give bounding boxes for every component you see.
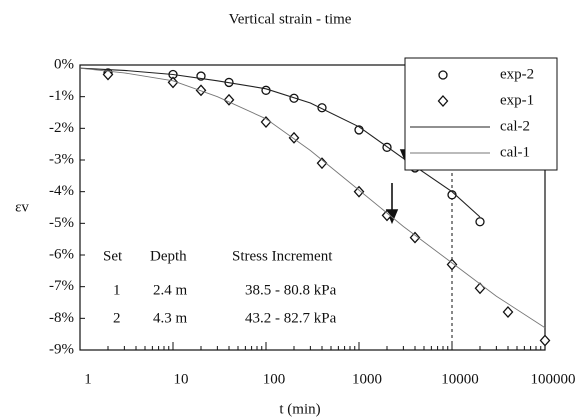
- line-series: [79, 67, 481, 218]
- marker-diamond: [409, 231, 421, 244]
- x-tick-label: 10000: [441, 371, 479, 387]
- marker-circle: [438, 70, 448, 80]
- marker-diamond: [223, 93, 235, 106]
- legend-label: cal-1: [500, 144, 530, 160]
- legend-label: cal-2: [500, 118, 530, 134]
- marker-diamond: [502, 306, 514, 318]
- marker-diamond: [353, 185, 365, 198]
- x-axis-label: t (min): [279, 401, 320, 417]
- legend-label: exp-2: [500, 66, 534, 82]
- legend-box: [404, 57, 558, 171]
- y-tick-label: -7%: [49, 278, 74, 294]
- marker-diamond: [381, 209, 393, 222]
- marker-diamond: [446, 258, 458, 271]
- x-tick-label: 10: [174, 371, 189, 387]
- x-tick-label: 1000: [352, 371, 382, 387]
- y-tick-label: -8%: [49, 310, 74, 326]
- y-tick-label: -3%: [49, 151, 74, 167]
- marker-diamond: [102, 68, 114, 81]
- marker-circle: [261, 85, 271, 95]
- legend-label: exp-1: [500, 92, 534, 108]
- y-axis-label: εv: [15, 199, 29, 215]
- marker-diamond: [539, 334, 551, 347]
- x-tick-label: 100000: [531, 371, 575, 387]
- table-header: Depth: [150, 248, 187, 264]
- y-tick-label: -9%: [49, 341, 74, 357]
- y-tick-label: 0%: [54, 56, 74, 72]
- chart-title: Vertical strain - time: [229, 11, 352, 27]
- line-series: [79, 67, 546, 329]
- y-tick-label: -6%: [49, 246, 74, 262]
- marker-diamond: [167, 76, 179, 89]
- table-cell: 2: [113, 310, 121, 326]
- y-tick-label: -2%: [49, 120, 74, 136]
- marker-diamond: [316, 157, 328, 170]
- marker-circle: [475, 217, 485, 227]
- marker-diamond: [437, 95, 449, 107]
- x-tick-label: 1: [84, 371, 92, 387]
- plot-frame: [79, 64, 546, 351]
- y-tick-label: -1%: [49, 88, 74, 104]
- table-cell: 2.4 m: [153, 282, 188, 298]
- y-tick-label: -5%: [49, 215, 74, 231]
- table-cell: 4.3 m: [153, 310, 188, 326]
- y-tick-label: -4%: [49, 183, 74, 199]
- marker-diamond: [474, 282, 486, 295]
- x-tick-label: 100: [263, 371, 286, 387]
- table-header: Stress Increment: [232, 248, 333, 264]
- marker-diamond: [260, 116, 272, 128]
- marker-diamond: [195, 84, 207, 97]
- table-cell: 1: [113, 282, 121, 298]
- table-cell: 38.5 - 80.8 kPa: [245, 282, 337, 298]
- table-cell: 43.2 - 82.7 kPa: [245, 310, 337, 326]
- table-header: Set: [103, 248, 123, 264]
